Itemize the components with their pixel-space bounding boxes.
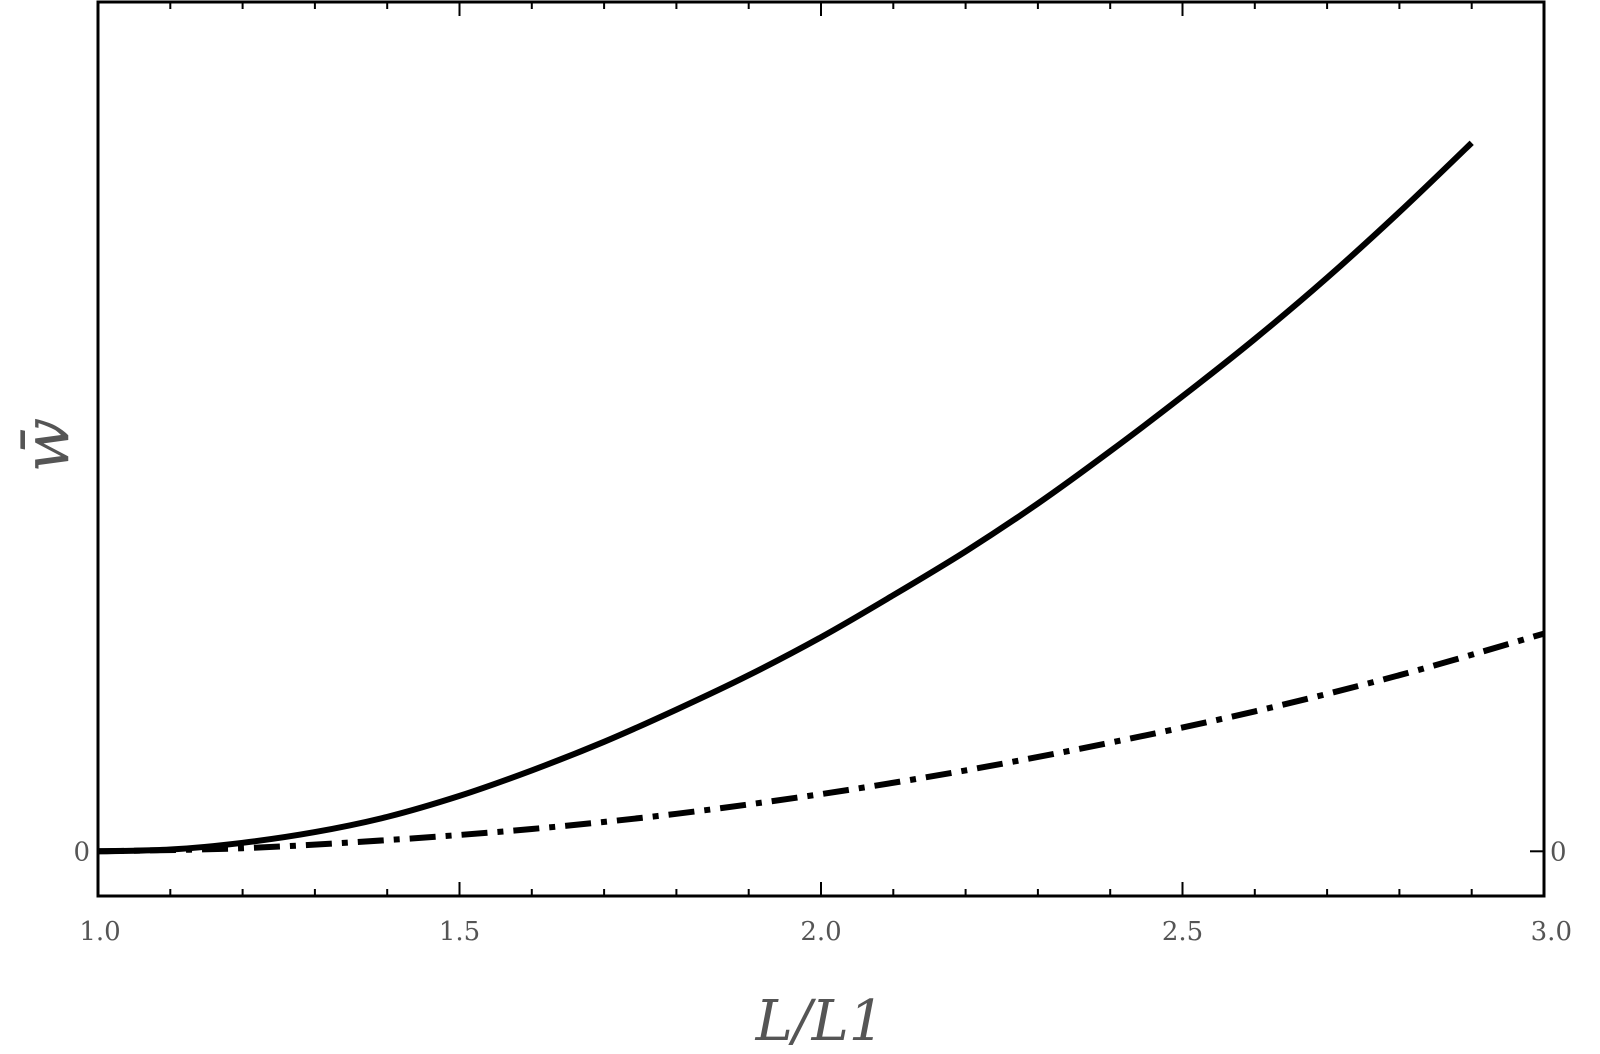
x-tick-label: 2.0 xyxy=(800,917,841,947)
series-line-1 xyxy=(98,140,1474,855)
x-tick-label: 3.0 xyxy=(1531,917,1572,947)
x-tick-label: 1.0 xyxy=(79,917,120,947)
plot-frame xyxy=(96,0,1546,898)
y-tick-label-left: 0 xyxy=(73,837,90,867)
x-tick-label: 2.5 xyxy=(1162,917,1203,947)
axis-ticks xyxy=(97,2,1545,896)
y-tick-label-right: 0 xyxy=(1550,837,1567,867)
series-line-2 xyxy=(98,630,1544,855)
x-tick-labels: 1.0 1.5 2.0 2.5 3.0 xyxy=(79,917,1572,947)
x-tick-label: 1.5 xyxy=(439,917,480,947)
x-axis-title: L/L1 xyxy=(755,989,885,1054)
y-axis-title: w̄ xyxy=(10,418,84,473)
plot-lines xyxy=(98,140,1544,855)
